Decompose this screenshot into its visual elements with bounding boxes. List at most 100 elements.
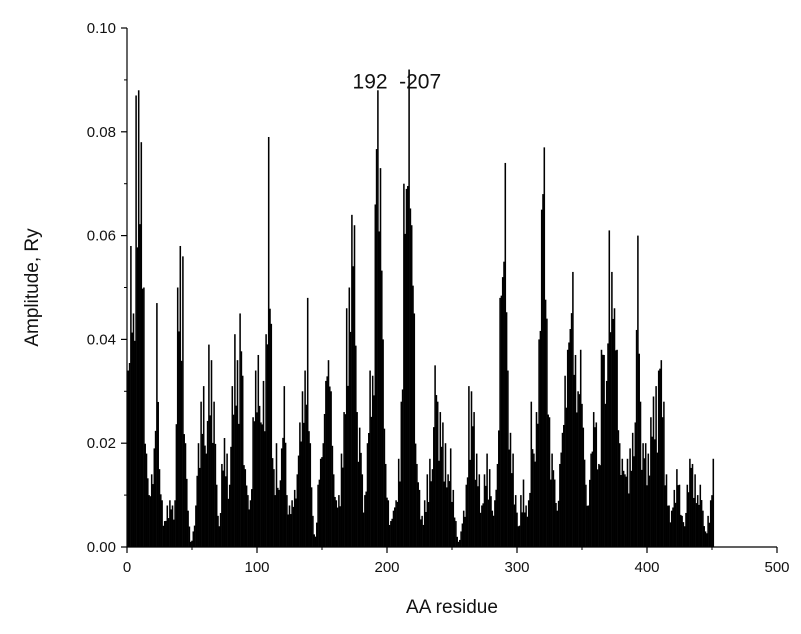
bar	[694, 474, 696, 547]
bar	[651, 436, 653, 547]
bar	[334, 496, 336, 547]
bar	[605, 380, 608, 547]
bar	[339, 506, 341, 547]
bar	[273, 469, 275, 547]
bar	[669, 522, 672, 547]
bar	[176, 287, 179, 547]
bar	[525, 505, 527, 547]
bar	[695, 503, 698, 547]
bar	[693, 497, 695, 547]
bar	[698, 504, 700, 547]
x-tick-label: 100	[244, 559, 269, 576]
bar	[262, 380, 265, 547]
bar	[394, 507, 396, 547]
bar	[473, 412, 475, 547]
bar	[612, 318, 614, 547]
bar	[647, 453, 650, 547]
bar	[401, 389, 404, 547]
bar	[245, 485, 248, 547]
bar	[418, 489, 421, 547]
bar	[618, 443, 621, 547]
bar	[221, 463, 223, 547]
bar	[128, 363, 131, 547]
bar	[504, 162, 507, 547]
bar	[175, 424, 178, 547]
bar	[383, 428, 386, 547]
bar	[214, 443, 217, 547]
bar	[464, 516, 466, 547]
bar	[690, 467, 692, 547]
bar	[247, 495, 249, 547]
bar	[391, 518, 393, 547]
bar	[178, 331, 180, 547]
bar	[634, 422, 637, 547]
bar	[655, 386, 657, 547]
bar	[459, 539, 461, 547]
bar	[238, 423, 240, 547]
bar	[157, 401, 159, 547]
bar	[630, 470, 633, 547]
bar	[639, 401, 642, 547]
bar	[625, 476, 627, 547]
bar	[235, 405, 237, 547]
bar	[162, 525, 165, 547]
bar	[505, 312, 508, 547]
bar	[520, 495, 522, 547]
bar	[488, 469, 491, 547]
bar	[452, 489, 455, 547]
bar	[455, 521, 457, 547]
bar	[674, 502, 677, 547]
bar	[412, 285, 414, 547]
bar	[186, 478, 188, 547]
bar	[156, 303, 158, 547]
bar	[226, 453, 228, 547]
x-tick-label: 500	[764, 559, 789, 576]
bar	[704, 531, 707, 547]
bar	[388, 524, 391, 547]
bar	[635, 329, 638, 547]
bar	[374, 204, 377, 547]
bar	[581, 403, 583, 547]
bar	[543, 147, 546, 547]
bar	[330, 391, 332, 547]
bar	[179, 245, 182, 548]
bar	[139, 224, 141, 548]
bar	[657, 370, 660, 547]
bar	[264, 431, 266, 547]
bar	[248, 509, 250, 547]
bar	[270, 323, 273, 547]
bar	[591, 451, 594, 547]
bar	[290, 514, 292, 547]
bar	[271, 458, 274, 547]
bar	[628, 493, 630, 547]
bar	[158, 469, 161, 547]
bar	[344, 414, 347, 547]
bar	[297, 455, 300, 547]
bar	[661, 417, 664, 547]
bar	[483, 474, 486, 547]
bar	[230, 446, 232, 547]
bar	[667, 505, 669, 547]
bar	[453, 517, 456, 547]
bar	[277, 487, 279, 547]
bar	[161, 500, 163, 547]
bar	[169, 500, 171, 547]
bar	[654, 439, 656, 547]
bar	[348, 287, 351, 547]
bar	[673, 489, 676, 547]
bar	[599, 465, 601, 547]
bar	[702, 510, 704, 547]
bar	[332, 474, 335, 547]
bar	[291, 500, 293, 547]
bar	[141, 288, 144, 547]
bar	[188, 526, 191, 547]
bar	[672, 507, 674, 547]
bar	[358, 427, 361, 547]
bar	[631, 432, 634, 547]
bar	[384, 463, 387, 547]
bar	[256, 412, 258, 547]
bar	[144, 443, 146, 547]
bar	[173, 519, 175, 547]
bar	[382, 339, 384, 547]
bar	[513, 504, 516, 547]
